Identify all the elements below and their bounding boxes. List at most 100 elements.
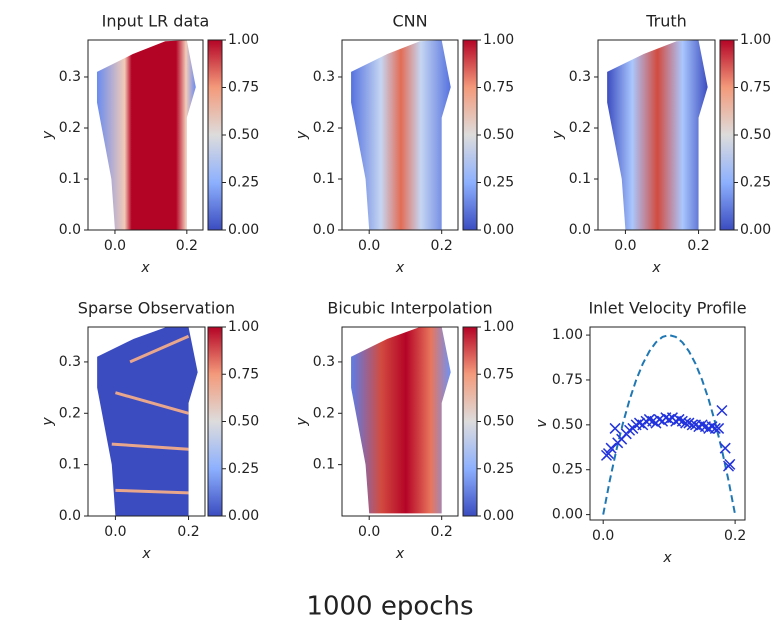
panel-title: CNN xyxy=(392,12,427,31)
colorbar-tick-label: 0.25 xyxy=(483,175,514,191)
colorbar-tick-label: 0.00 xyxy=(228,508,259,524)
observation-marker xyxy=(609,422,621,434)
observation-marker xyxy=(676,415,688,427)
observation-marker xyxy=(724,458,736,470)
y-tick-label: 0.3 xyxy=(59,354,81,370)
colorbar-tick-label: 0.75 xyxy=(740,80,771,96)
y-tick-label: 0.2 xyxy=(59,405,81,421)
colorbar-tick-label: 0.50 xyxy=(740,127,771,143)
panel-title: Input LR data xyxy=(102,12,210,31)
x-tick-label: 0.0 xyxy=(104,524,126,540)
y-tick-label: 0.2 xyxy=(313,405,335,421)
x-axis-label: x xyxy=(662,550,672,566)
axes-frame xyxy=(87,326,206,517)
panel-title: Bicubic Interpolation xyxy=(327,299,492,318)
observation-marker xyxy=(683,417,695,429)
streak xyxy=(115,488,189,495)
observation-marker xyxy=(605,442,617,454)
observation-marker xyxy=(633,417,645,429)
x-axis-label: x xyxy=(141,546,151,562)
y-tick-label: 0.1 xyxy=(59,171,81,187)
axes-frame xyxy=(87,39,204,231)
colorbar-tick-label: 0.00 xyxy=(483,222,514,238)
y-tick-label: 0.0 xyxy=(313,222,335,238)
observation-marker xyxy=(713,422,725,434)
colorbar-tick-label: 1.00 xyxy=(228,319,259,335)
y-tick-label: 0.2 xyxy=(313,120,335,136)
colorbar-tick-label: 1.00 xyxy=(483,32,514,48)
observation-marker xyxy=(624,424,636,436)
y-tick-label: 0.1 xyxy=(313,457,335,473)
y-tick-label: 0.50 xyxy=(552,417,583,433)
colorbar-tick-label: 1.00 xyxy=(483,319,514,335)
y-tick-label: 0.0 xyxy=(59,222,81,238)
observation-marker xyxy=(673,413,685,425)
axes-frame xyxy=(597,39,716,231)
colorbar-tick-label: 0.75 xyxy=(228,80,259,96)
colorbar-tick-label: 1.00 xyxy=(740,32,771,48)
y-tick-label: 0.1 xyxy=(569,171,591,187)
y-tick-label: 0.00 xyxy=(552,507,583,523)
y-tick-label: 0.2 xyxy=(59,120,81,136)
colorbar xyxy=(207,39,223,231)
panel-title: Truth xyxy=(645,12,687,31)
streak xyxy=(115,391,189,415)
colorbar xyxy=(719,39,735,231)
colorbar-tick-label: 0.75 xyxy=(483,366,514,382)
x-tick-label: 0.0 xyxy=(358,238,380,254)
colorbar-tick-label: 0.00 xyxy=(483,508,514,524)
heatmap xyxy=(351,40,451,230)
y-axis-label: y xyxy=(40,130,56,140)
x-tick-label: 0.0 xyxy=(614,238,636,254)
heatmap xyxy=(96,40,196,230)
observation-marker xyxy=(602,448,614,460)
x-axis-label: x xyxy=(395,546,405,562)
heatmap xyxy=(351,327,451,514)
colorbar-tick-label: 0.50 xyxy=(483,127,514,143)
axes-frame xyxy=(589,326,746,521)
observation-marker xyxy=(696,419,708,431)
colorbar-tick-label: 0.00 xyxy=(740,222,771,238)
y-tick-label: 0.3 xyxy=(569,69,591,85)
observation-marker xyxy=(643,413,655,425)
panel-title: Inlet Velocity Profile xyxy=(588,299,746,318)
colorbar-tick-label: 0.25 xyxy=(740,175,771,191)
colorbar-tick-label: 0.50 xyxy=(228,414,259,430)
field xyxy=(96,40,196,230)
colorbar-tick-label: 0.25 xyxy=(483,461,514,477)
colorbar-tick-label: 0.75 xyxy=(228,366,259,382)
heatmap xyxy=(607,40,708,230)
colorbar-tick-label: 0.50 xyxy=(228,127,259,143)
colorbar xyxy=(462,39,478,231)
y-tick-label: 0.25 xyxy=(552,462,583,478)
caption: 1000 epochs xyxy=(306,592,473,622)
x-tick-label: 0.0 xyxy=(104,238,126,254)
x-axis-label: x xyxy=(140,260,150,276)
x-tick-label: 0.2 xyxy=(687,238,709,254)
colorbar-tick-label: 0.50 xyxy=(483,414,514,430)
streak xyxy=(129,334,190,364)
y-axis-label: y xyxy=(294,417,310,427)
y-axis-label: y xyxy=(40,417,56,427)
observation-marker xyxy=(716,404,728,417)
y-axis-label: y xyxy=(294,130,310,140)
heatmap xyxy=(97,327,198,516)
observation-marker xyxy=(719,442,731,454)
observation-marker xyxy=(709,422,721,434)
observation-marker xyxy=(680,417,692,429)
streak xyxy=(111,442,189,451)
observation-marker xyxy=(663,413,675,425)
colorbar-tick-label: 0.00 xyxy=(228,222,259,238)
x-tick-label: 0.0 xyxy=(358,524,380,540)
field xyxy=(97,327,198,516)
colorbar-tick-label: 1.00 xyxy=(228,32,259,48)
y-tick-label: 0.3 xyxy=(313,69,335,85)
y-tick-label: 0.1 xyxy=(59,457,81,473)
x-tick-label: 0.2 xyxy=(176,238,198,254)
y-axis-label: v xyxy=(534,419,550,428)
profile-line xyxy=(602,334,737,515)
x-tick-label: 0.2 xyxy=(431,238,453,254)
x-tick-label: 0.2 xyxy=(177,524,199,540)
panel-title: Sparse Observation xyxy=(78,299,235,318)
